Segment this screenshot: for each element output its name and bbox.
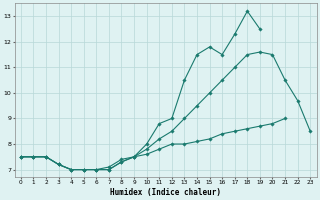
X-axis label: Humidex (Indice chaleur): Humidex (Indice chaleur) bbox=[110, 188, 221, 197]
